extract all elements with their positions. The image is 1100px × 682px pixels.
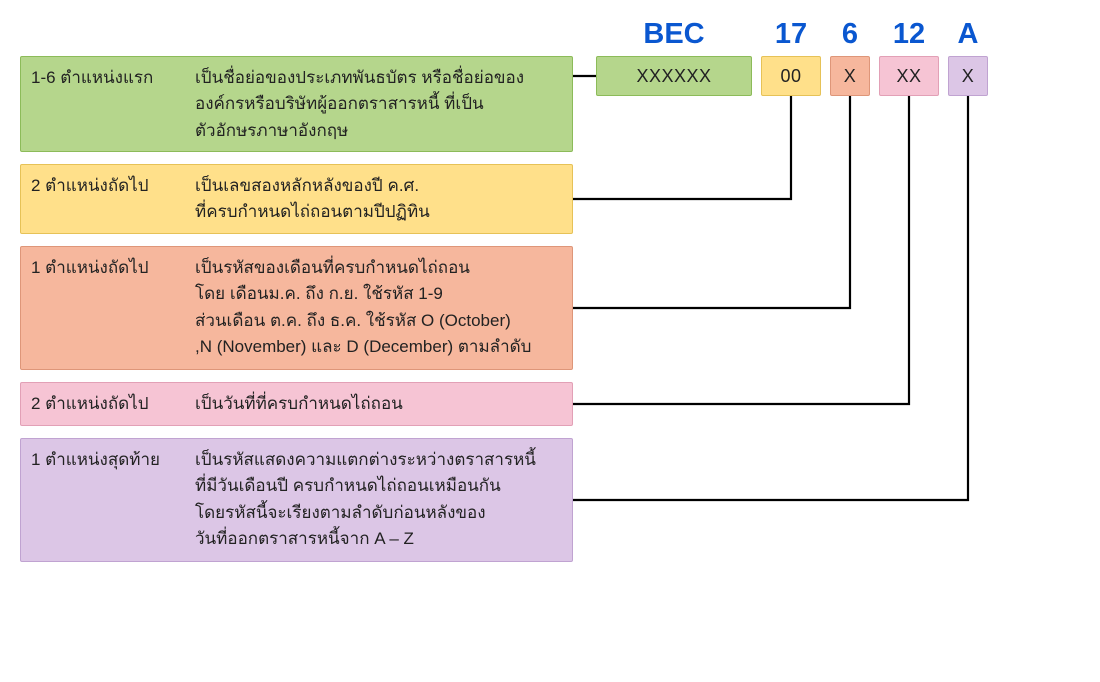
diagram-canvas: BEC 17 6 12 A XXXXXX 00 X XX X 1-6 ตำแหน… (0, 0, 1100, 682)
desc-text: เป็นเลขสองหลักหลังของปี ค.ศ. ที่ครบกำหนด… (193, 165, 572, 233)
desc-label: 1 ตำแหน่งถัดไป (21, 247, 193, 369)
desc-text: เป็นรหัสแสดงความแตกต่างระหว่างตราสารหนี้… (193, 439, 572, 561)
desc-label: 2 ตำแหน่งถัดไป (21, 383, 193, 425)
header-cell-4: 12 (879, 18, 939, 51)
desc-box-issuer: 1-6 ตำแหน่งแรก เป็นชื่อย่อของประเภทพันธบ… (20, 56, 573, 152)
desc-text: เป็นชื่อย่อของประเภทพันธบัตร หรือชื่อย่อ… (193, 57, 572, 151)
header-cell-2: 17 (761, 18, 821, 51)
header-cell-5: A (948, 18, 988, 51)
code-box-month: X (830, 56, 870, 96)
code-box-year: 00 (761, 56, 821, 96)
desc-text: เป็นรหัสของเดือนที่ครบกำหนดไถ่ถอน โดย เด… (193, 247, 572, 369)
desc-box-year: 2 ตำแหน่งถัดไป เป็นเลขสองหลักหลังของปี ค… (20, 164, 573, 234)
desc-text: เป็นวันที่ที่ครบกำหนดไถ่ถอน (193, 383, 572, 425)
code-box-issuer: XXXXXX (596, 56, 752, 96)
header-cell-1: BEC (596, 18, 752, 51)
desc-box-seq: 1 ตำแหน่งสุดท้าย เป็นรหัสแสดงความแตกต่าง… (20, 438, 573, 562)
desc-box-month: 1 ตำแหน่งถัดไป เป็นรหัสของเดือนที่ครบกำห… (20, 246, 573, 370)
header-cell-3: 6 (830, 18, 870, 51)
desc-label: 1 ตำแหน่งสุดท้าย (21, 439, 193, 561)
desc-label: 1-6 ตำแหน่งแรก (21, 57, 193, 151)
desc-label: 2 ตำแหน่งถัดไป (21, 165, 193, 233)
code-box-day: XX (879, 56, 939, 96)
desc-box-day: 2 ตำแหน่งถัดไป เป็นวันที่ที่ครบกำหนดไถ่ถ… (20, 382, 573, 426)
code-box-seq: X (948, 56, 988, 96)
